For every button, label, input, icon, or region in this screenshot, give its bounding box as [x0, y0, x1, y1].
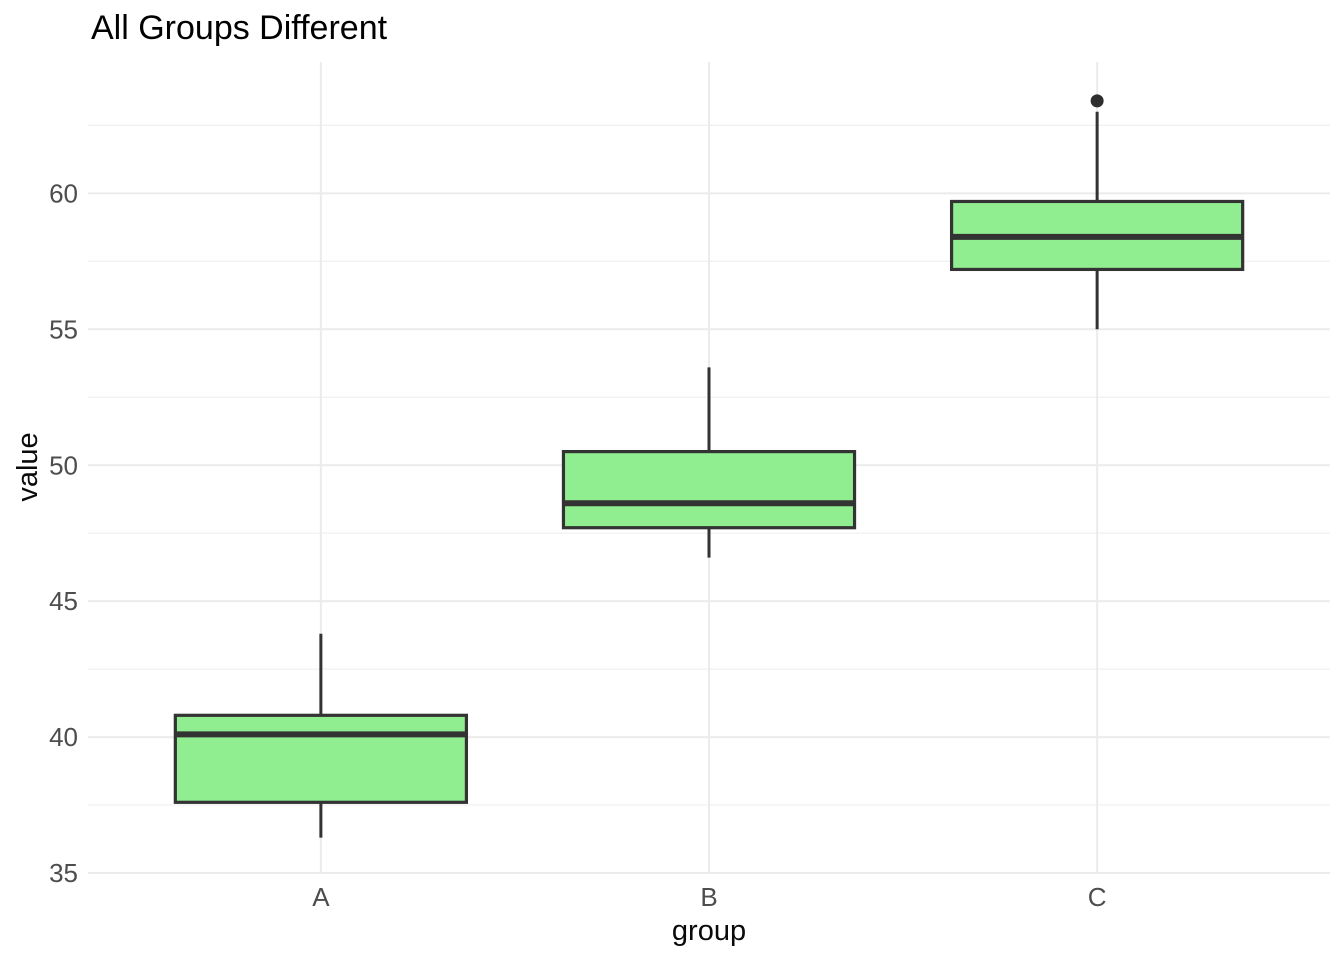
- chart-title: All Groups Different: [91, 9, 388, 47]
- box-iqr[interactable]: [173, 713, 469, 804]
- outlier-point[interactable]: [1090, 94, 1104, 108]
- x-tick-label: C: [1088, 882, 1107, 912]
- x-tick-label: A: [312, 882, 330, 912]
- box-iqr[interactable]: [561, 449, 857, 530]
- y-tick-label: 50: [49, 450, 78, 480]
- x-tick-label: B: [700, 882, 717, 912]
- boxplot-group-a: [173, 633, 469, 838]
- y-tick-label: 60: [49, 178, 78, 208]
- y-tick-label: 40: [49, 722, 78, 752]
- boxplot-group-c: [949, 94, 1245, 330]
- boxplots: [173, 94, 1245, 838]
- y-tick-label: 45: [49, 586, 78, 616]
- axis-tick-labels: 35 40 45 50 55 60 A B C: [49, 178, 1106, 912]
- y-tick-label: 55: [49, 314, 78, 344]
- y-tick-label: 35: [49, 858, 78, 888]
- boxplot-group-b: [561, 367, 857, 558]
- y-axis-title: value: [12, 432, 44, 501]
- x-axis-title: group: [672, 915, 746, 947]
